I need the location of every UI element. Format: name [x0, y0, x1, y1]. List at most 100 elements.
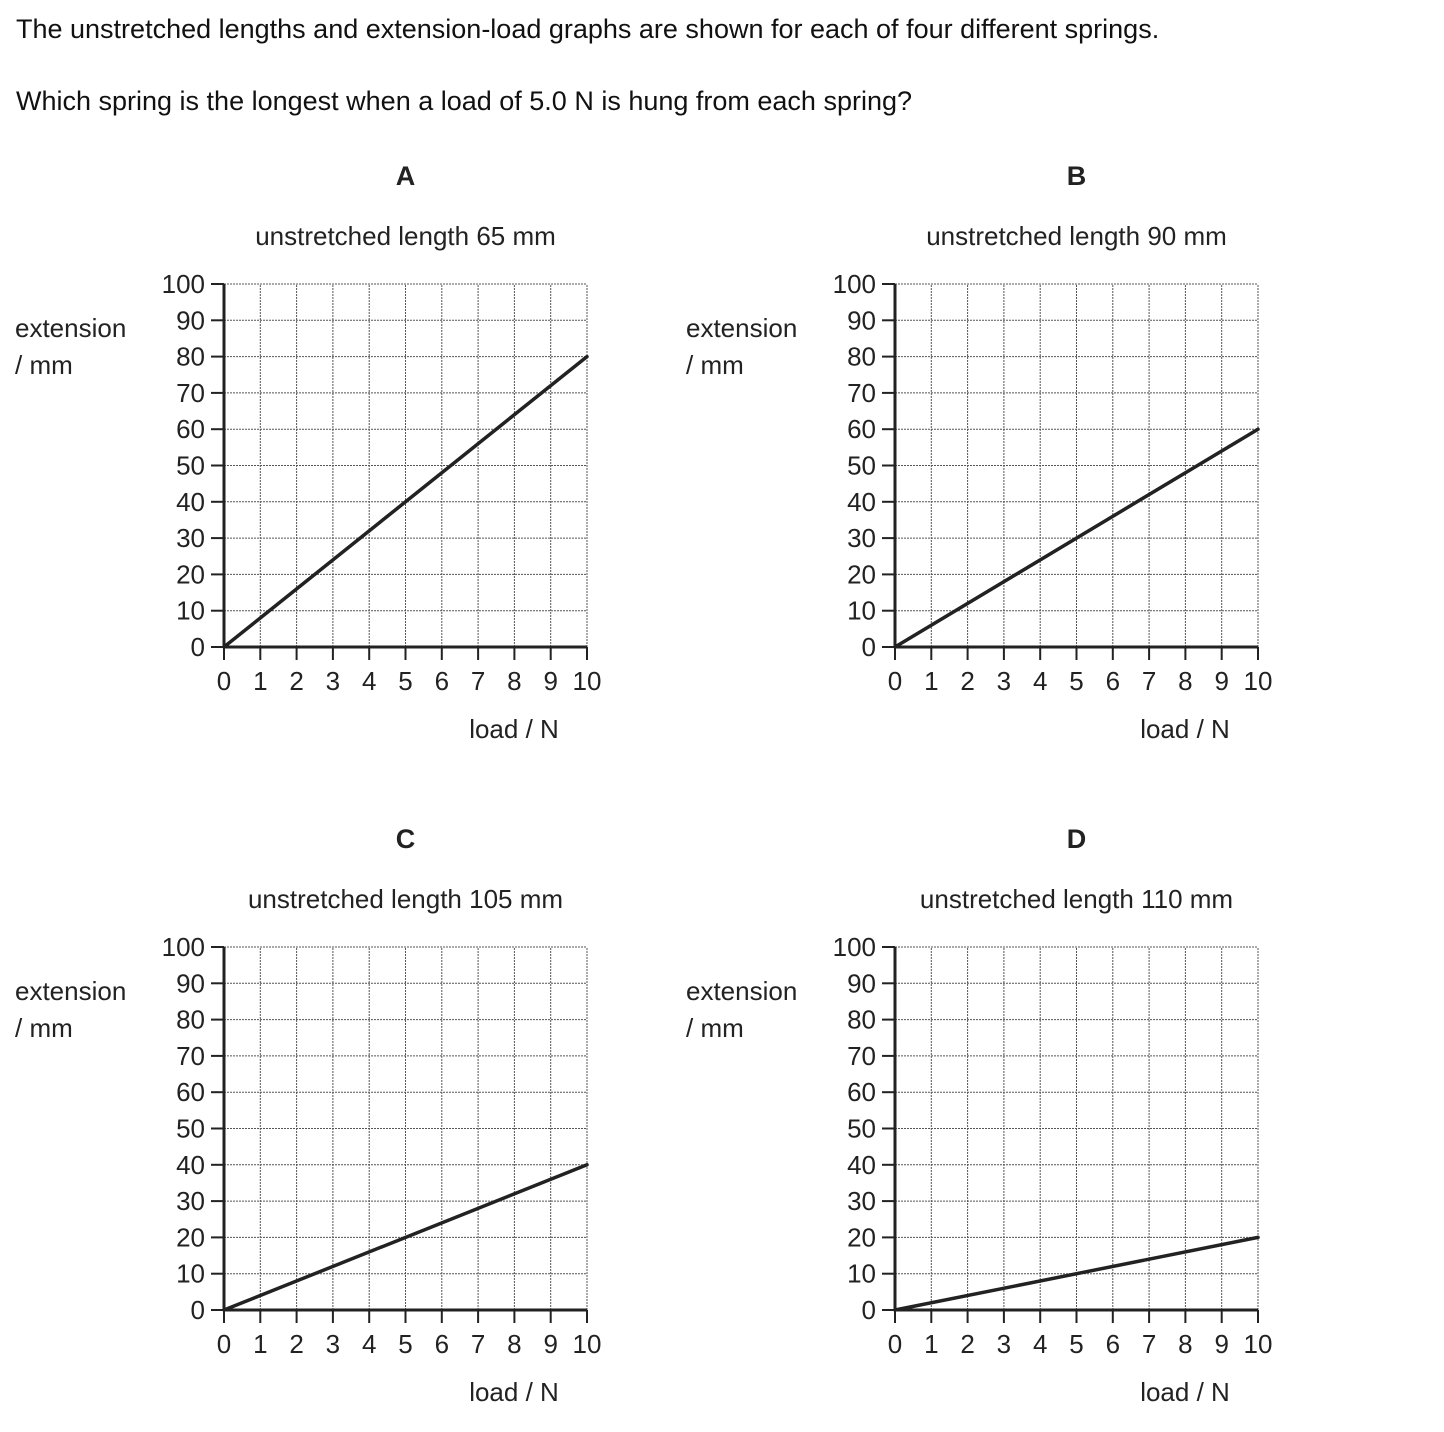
x-tick-label: 2	[960, 1329, 974, 1359]
y-tick-label: 70	[176, 378, 205, 408]
y-tick-label: 0	[862, 632, 876, 662]
y-tick-label: 10	[176, 596, 205, 626]
y-tick-label: 80	[176, 1005, 205, 1035]
y-axis-label: extension	[15, 313, 126, 343]
chart-title: C	[396, 824, 416, 854]
data-line	[893, 427, 1260, 649]
x-tick-label: 3	[326, 1329, 340, 1359]
x-tick-label: 1	[253, 1329, 267, 1359]
chart-subtitle: unstretched length 105 mm	[248, 884, 563, 914]
x-tick-label: 9	[1214, 666, 1228, 696]
y-tick-label: 40	[847, 1150, 876, 1180]
chart-title: B	[1067, 161, 1087, 191]
y-tick-label: 30	[847, 1186, 876, 1216]
chart-subtitle: unstretched length 65 mm	[255, 221, 556, 251]
y-tick-label: 50	[847, 1114, 876, 1144]
x-tick-label: 7	[471, 1329, 485, 1359]
x-tick-label: 10	[1244, 1329, 1273, 1359]
y-tick-label: 50	[847, 451, 876, 481]
x-tick-label: 6	[435, 1329, 449, 1359]
x-tick-label: 5	[1069, 666, 1083, 696]
y-tick-label: 70	[176, 1041, 205, 1071]
y-tick-label: 20	[176, 1222, 205, 1252]
y-tick-label: 30	[847, 523, 876, 553]
y-tick-label: 80	[176, 342, 205, 372]
x-tick-label: 5	[398, 1329, 412, 1359]
x-tick-label: 7	[1142, 666, 1156, 696]
x-tick-label: 3	[997, 666, 1011, 696]
x-tick-label: 9	[1214, 1329, 1228, 1359]
x-tick-label: 2	[289, 666, 303, 696]
y-tick-label: 80	[847, 342, 876, 372]
y-tick-label: 40	[176, 1150, 205, 1180]
y-tick-label: 60	[176, 1077, 205, 1107]
question-line-2: Which spring is the longest when a load …	[16, 86, 912, 116]
x-tick-label: 4	[362, 1329, 376, 1359]
y-tick-label: 60	[847, 414, 876, 444]
y-tick-label: 10	[847, 1259, 876, 1289]
y-tick-label: 0	[191, 632, 205, 662]
y-tick-label: 90	[176, 968, 205, 998]
x-axis-label: load / N	[469, 714, 559, 744]
y-tick-label: 0	[862, 1295, 876, 1325]
y-tick-label: 20	[176, 559, 205, 589]
x-tick-label: 8	[507, 1329, 521, 1359]
y-tick-label: 90	[176, 305, 205, 335]
x-tick-label: 9	[543, 666, 557, 696]
chart-subtitle: unstretched length 110 mm	[920, 884, 1233, 914]
y-tick-label: 50	[176, 1114, 205, 1144]
data-line	[222, 1163, 589, 1312]
y-tick-label: 70	[847, 1041, 876, 1071]
x-tick-label: 2	[960, 666, 974, 696]
x-tick-label: 8	[1178, 1329, 1192, 1359]
y-axis-unit: / mm	[686, 1013, 744, 1043]
x-tick-label: 10	[573, 1329, 602, 1359]
y-tick-label: 80	[847, 1005, 876, 1035]
y-tick-label: 100	[162, 932, 205, 962]
y-axis-label: extension	[15, 976, 126, 1006]
y-tick-label: 100	[833, 269, 876, 299]
y-tick-label: 10	[847, 596, 876, 626]
chart-subtitle: unstretched length 90 mm	[926, 221, 1227, 251]
x-tick-label: 1	[924, 666, 938, 696]
x-tick-label: 4	[1033, 666, 1047, 696]
x-tick-label: 10	[573, 666, 602, 696]
x-tick-label: 6	[1106, 666, 1120, 696]
y-axis-unit: / mm	[686, 350, 744, 380]
x-tick-label: 2	[289, 1329, 303, 1359]
y-tick-label: 90	[847, 968, 876, 998]
x-axis-label: load / N	[1140, 1377, 1230, 1407]
y-axis-label: extension	[686, 313, 797, 343]
y-tick-label: 70	[847, 378, 876, 408]
y-axis-label: extension	[686, 976, 797, 1006]
y-axis-unit: / mm	[15, 350, 73, 380]
y-tick-label: 50	[176, 451, 205, 481]
x-tick-label: 4	[362, 666, 376, 696]
x-tick-label: 5	[1069, 1329, 1083, 1359]
x-tick-label: 3	[326, 666, 340, 696]
y-tick-label: 100	[833, 932, 876, 962]
y-tick-label: 10	[176, 1259, 205, 1289]
question-line-1: The unstretched lengths and extension-lo…	[16, 14, 1160, 44]
y-tick-label: 20	[847, 559, 876, 589]
x-axis-label: load / N	[469, 1377, 559, 1407]
x-tick-label: 0	[888, 666, 902, 696]
chart-title: A	[396, 161, 416, 191]
x-tick-label: 7	[1142, 1329, 1156, 1359]
y-tick-label: 30	[176, 1186, 205, 1216]
x-tick-label: 9	[543, 1329, 557, 1359]
y-axis-unit: / mm	[15, 1013, 73, 1043]
y-tick-label: 90	[847, 305, 876, 335]
x-tick-label: 1	[924, 1329, 938, 1359]
x-tick-label: 0	[217, 666, 231, 696]
y-tick-label: 40	[176, 487, 205, 517]
x-tick-label: 8	[507, 666, 521, 696]
x-tick-label: 8	[1178, 666, 1192, 696]
y-tick-label: 60	[176, 414, 205, 444]
y-tick-label: 20	[847, 1222, 876, 1252]
